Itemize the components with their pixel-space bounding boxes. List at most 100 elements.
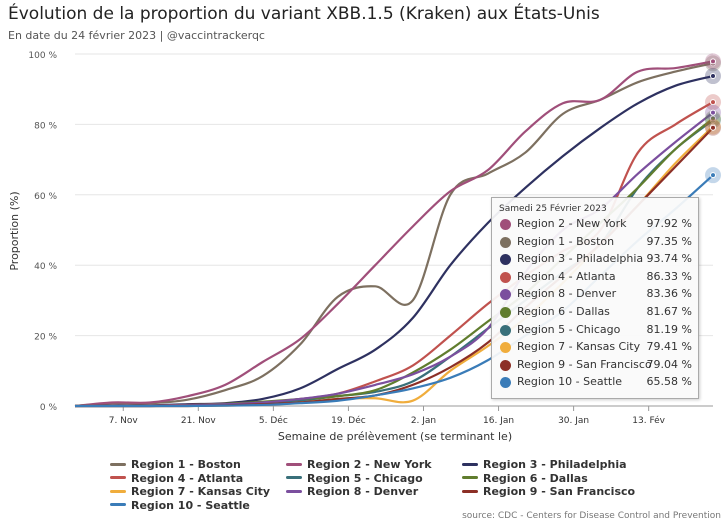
tooltip-row: Region 1 - Boston 97.35 % (500, 235, 692, 253)
tooltip-row: Region 10 - Seattle 65.58 % (500, 375, 692, 393)
series-end-point (710, 73, 716, 80)
tooltip-dot-icon (500, 377, 511, 389)
legend-item[interactable]: Region 8 - Denver (286, 485, 418, 498)
tooltip-series-name: Region 8 - Denver (517, 287, 617, 301)
x-tick-label: 7. Nov (109, 416, 139, 426)
legend-item[interactable]: Region 9 - San Francisco (462, 485, 635, 498)
tooltip-series-name: Region 4 - Atlanta (517, 269, 616, 283)
legend-item[interactable]: Region 4 - Atlanta (110, 472, 243, 485)
legend-item[interactable]: Region 10 - Seattle (110, 499, 250, 512)
tooltip-series-value: 83.36 % (646, 287, 692, 301)
tooltip-series-value: 81.67 % (646, 305, 692, 318)
legend-label: Region 2 - New York (307, 458, 432, 471)
tooltip-dot-icon (500, 219, 511, 230)
x-tick-label: 5. Déc (259, 415, 288, 426)
source-note: source: CDC - Centers for Disease Contro… (462, 511, 721, 521)
legend-label: Region 5 - Chicago (307, 471, 423, 485)
y-axis-ticks: 0 % 20 % 40 % 60 % 80 % 100 % (28, 51, 57, 413)
tooltip-series-value: 79.41 % (646, 340, 692, 354)
y-axis-label: Proportion (%) (8, 191, 21, 270)
series-end-point (710, 109, 716, 116)
series-end-point (710, 115, 716, 122)
legend-label: Region 3 - Philadelphia (483, 458, 627, 471)
y-tick-label: 40 % (34, 262, 57, 272)
series-end-point (710, 58, 716, 65)
tooltip-series-value: 86.33 % (646, 269, 692, 283)
legend-item[interactable]: Region 3 - Philadelphia (462, 458, 627, 471)
y-tick-label: 80 % (34, 121, 57, 131)
tooltip-row: Region 4 - Atlanta 86.33 % (500, 270, 692, 288)
legend-swatch-icon (286, 476, 302, 479)
tooltip-dot-icon (500, 324, 511, 336)
legend-swatch-icon (110, 489, 126, 493)
tooltip-series-name: Region 7 - Kansas City (517, 340, 641, 354)
legend-item[interactable]: Region 7 - Kansas City (110, 485, 270, 498)
tooltip-dot-icon (500, 289, 511, 301)
y-tick-label: 60 % (34, 192, 57, 202)
hover-tooltip: Samedi 25 Février 2023 Region 2 - New Yo… (491, 197, 699, 399)
legend-item[interactable]: Region 2 - New York (286, 458, 432, 471)
tooltip-row: Region 6 - Dallas 81.67 % (500, 305, 692, 323)
legend-swatch-icon (110, 476, 126, 479)
x-tick-label: 2. Jan (411, 416, 436, 426)
series-line (74, 60, 714, 408)
legend-label: Region 9 - San Francisco (483, 485, 636, 498)
legend-item[interactable]: Region 1 - Boston (110, 458, 241, 471)
tooltip-row: Region 5 - Chicago 81.19 % (500, 323, 692, 341)
chart-title: Évolution de la proportion du variant XB… (8, 4, 600, 24)
tooltip-series-value: 93.74 % (646, 252, 692, 266)
legend-label: Region 4 - Atlanta (131, 471, 244, 485)
x-tick-label: 30. Jan (558, 416, 589, 426)
tooltip-series-name: Region 10 - Seattle (517, 375, 623, 389)
tooltip-series-name: Region 5 - Chicago (517, 322, 621, 336)
legend-label: Region 8 - Denver (307, 485, 419, 498)
tooltip-series-name: Region 2 - New York (517, 217, 627, 230)
tooltip-series-value: 81.19 % (646, 322, 692, 336)
tooltip-dot-icon (500, 271, 511, 283)
y-tick-label: 20 % (34, 333, 57, 343)
y-tick-label: 100 % (28, 51, 57, 61)
x-tick-label: 21. Nov (181, 416, 216, 426)
legend-swatch-icon (110, 462, 126, 466)
legend-item[interactable]: Region 6 - Dallas (462, 472, 588, 485)
tooltip-row: Region 7 - Kansas City 79.41 % (500, 340, 692, 358)
tooltip-row: Region 9 - San Francisco 79.04 % (500, 358, 692, 376)
legend-label: Region 7 - Kansas City (131, 485, 271, 498)
legend-swatch-icon (110, 503, 126, 506)
tooltip-dot-icon (500, 307, 511, 318)
legend-swatch-icon (286, 489, 302, 493)
x-tick-label: 16. Jan (483, 416, 514, 426)
tooltip-series-value: 97.35 % (646, 234, 692, 248)
legend-swatch-icon (462, 462, 478, 466)
legend-label: Region 1 - Boston (131, 458, 241, 471)
tooltip-dot-icon (500, 236, 511, 248)
legend-swatch-icon (286, 462, 302, 466)
tooltip-series-value: 97.92 % (646, 217, 692, 230)
legend-item[interactable]: Region 5 - Chicago (286, 472, 423, 485)
x-tick-label: 13. Fév (632, 415, 665, 426)
series-end-point (710, 124, 716, 131)
x-tick-label: 19. Déc (331, 415, 366, 426)
tooltip-date: Samedi 25 Février 2023 (499, 204, 607, 214)
tooltip-series-name: Region 6 - Dallas (517, 305, 610, 318)
series-end-markers (705, 53, 721, 184)
x-axis-label: Semaine de prélèvement (se terminant le) (278, 430, 512, 443)
tooltip-dot-icon (500, 254, 511, 266)
legend-swatch-icon (462, 476, 478, 479)
tooltip-dot-icon (500, 342, 511, 354)
tooltip-row: Region 8 - Denver 83.36 % (500, 287, 692, 305)
series-end-point (710, 172, 716, 179)
chart-subtitle: En date du 24 février 2023 | @vaccintrac… (8, 29, 265, 42)
legend-label: Region 6 - Dallas (483, 471, 588, 485)
series-end-point (710, 99, 716, 106)
tooltip-series-name: Region 9 - San Francisco (517, 357, 652, 371)
tooltip-row: Region 3 - Philadelphia 93.74 % (500, 252, 692, 270)
tooltip-row: Region 2 - New York 97.92 % (500, 217, 692, 235)
tooltip-series-value: 79.04 % (646, 357, 692, 371)
legend-swatch-icon (462, 489, 478, 493)
tooltip-series-name: Region 1 - Boston (517, 234, 615, 248)
tooltip-dot-icon (500, 359, 511, 371)
y-tick-label: 0 % (40, 403, 58, 413)
legend-label: Region 10 - Seattle (131, 498, 250, 512)
tooltip-series-name: Region 3 - Philadelphia (517, 252, 644, 266)
